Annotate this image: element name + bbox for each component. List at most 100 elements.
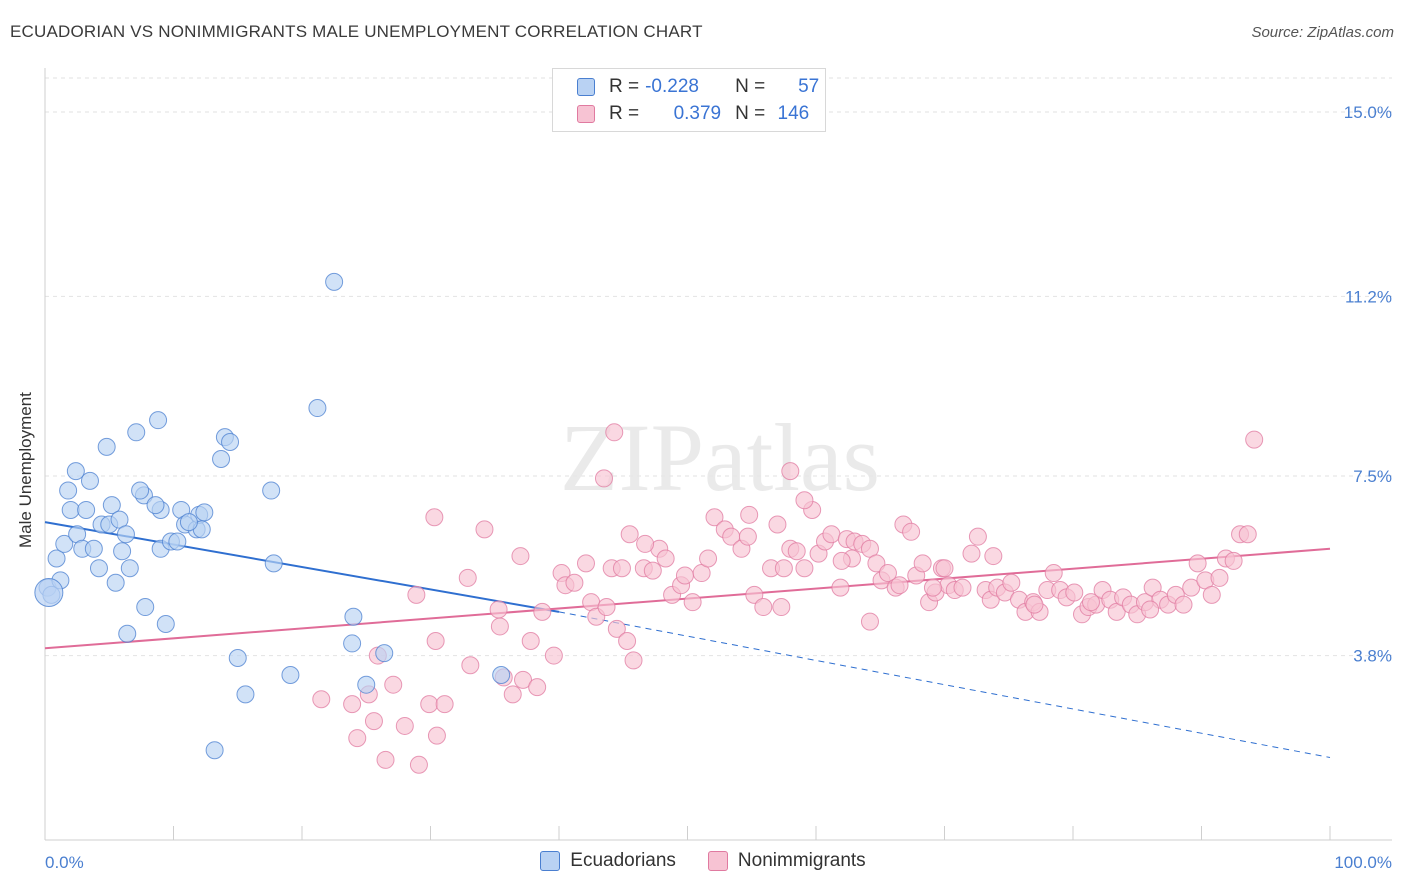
nonimmigrants-point — [458, 568, 477, 587]
series-label-nonimmigrants: Nonimmigrants — [737, 850, 866, 871]
nonimmigrants-point — [395, 716, 414, 735]
nonimmigrants-point — [364, 712, 383, 731]
nonimmigrants-point — [1141, 600, 1160, 619]
ecuadorians-point — [179, 513, 198, 532]
nonimmigrants-point — [511, 547, 530, 566]
ecuadorians-point — [228, 648, 247, 667]
ecuadorians-point — [61, 500, 80, 519]
series-swatch-ecuadorians — [540, 851, 561, 871]
ecuadorians-point — [84, 539, 103, 558]
nonimmigrants-point — [1065, 583, 1084, 602]
ecuadorians-point — [168, 532, 187, 551]
trend-lines — [44, 521, 1331, 758]
nonimmigrants-point — [1210, 568, 1229, 587]
nonimmigrants-point — [935, 559, 954, 578]
legend-r-value: 0.379 — [673, 103, 722, 124]
nonimmigrants-point — [768, 515, 787, 534]
ecuadorians-point — [264, 554, 283, 573]
nonimmigrants-point — [962, 544, 981, 563]
nonimmigrants-point — [407, 585, 426, 604]
legend-swatch-ecuadorians — [577, 78, 595, 96]
nonimmigrants-point — [675, 566, 694, 585]
nonimmigrants-point — [774, 559, 793, 578]
legend-row-nonimmigrants: R = 0.379 N = 146 — [577, 101, 809, 127]
nonimmigrants-point — [594, 469, 613, 488]
ecuadorians-point-large — [34, 577, 64, 607]
ecuadorians-point — [212, 450, 231, 468]
y-tick-label: 15.0% — [1344, 103, 1392, 122]
nonimmigrants-point — [656, 549, 675, 568]
series-label-ecuadorians: Ecuadorians — [570, 850, 676, 871]
nonimmigrants-point — [1182, 578, 1201, 597]
ecuadorians-point — [116, 525, 135, 544]
nonimmigrants-point — [426, 632, 445, 651]
ecuadorians-point — [156, 615, 175, 634]
nonimmigrants-point — [521, 632, 540, 651]
ecuadorians-point — [344, 607, 363, 626]
nonimmigrants-point — [427, 726, 446, 745]
ecuadorians-point — [492, 665, 511, 684]
nonimmigrants-point — [435, 695, 454, 714]
nonimmigrants-point — [787, 542, 806, 561]
nonimmigrants-point — [902, 522, 921, 541]
ecuadorians-point — [77, 500, 96, 519]
nonimmigrants-point — [420, 695, 439, 714]
nonimmigrants-point — [605, 423, 624, 442]
ecuadorians-point — [136, 598, 155, 617]
ecuadorians-point — [149, 411, 168, 430]
nonimmigrants-point — [528, 678, 547, 697]
nonimmigrants-point — [343, 695, 362, 714]
nonimmigrants-point — [489, 600, 508, 619]
ecuadorians-point — [195, 503, 214, 522]
ecuadorians-point — [343, 634, 362, 653]
nonimmigrants-point — [312, 690, 331, 709]
nonimmigrants-point — [1081, 593, 1100, 612]
ecuadorians-point — [47, 549, 66, 568]
y-tick-label: 11.2% — [1345, 287, 1392, 306]
ecuadorians-point — [89, 559, 108, 578]
x-tick-label-max: 100.0% — [1334, 853, 1392, 872]
nonimmigrants-point — [612, 559, 631, 578]
nonimmigrants-point — [1044, 564, 1063, 583]
nonimmigrants-point — [620, 525, 639, 544]
ecuadorians-point — [308, 399, 327, 418]
nonimmigrants-point — [1245, 430, 1264, 449]
legend-swatch-nonimmigrants — [577, 105, 595, 123]
nonimmigrants-point — [867, 554, 886, 573]
ecuadorians-point — [131, 481, 150, 500]
nonimmigrants-point — [831, 578, 850, 597]
nonimmigrants-point — [643, 561, 662, 580]
ecuadorians-point — [66, 462, 85, 481]
nonimmigrants-point — [1174, 595, 1193, 614]
nonimmigrants-point — [772, 598, 791, 617]
chart-source: Source: ZipAtlas.com — [1251, 24, 1394, 41]
nonimmigrants-point — [1188, 554, 1207, 573]
ecuadorians-trend-extension — [558, 611, 1331, 758]
legend-n-label: N = — [735, 76, 766, 97]
y-tick-label: 3.8% — [1353, 647, 1392, 666]
nonimmigrants-point — [533, 602, 552, 621]
series-legend-ecuadorians[interactable]: Ecuadorians — [540, 850, 676, 872]
series-legend-nonimmigrants[interactable]: Nonimmigrants — [707, 850, 866, 872]
tick-labels: 3.8% 7.5% 11.2% 15.0% 0.0% 100.0% — [45, 103, 1392, 872]
nonimmigrants-point — [822, 525, 841, 544]
nonimmigrants-point — [795, 491, 814, 510]
nonimmigrants-point — [624, 651, 643, 670]
x-tick-label-min: 0.0% — [45, 853, 84, 872]
legend-n-value: 146 — [777, 103, 810, 124]
nonimmigrants-point — [754, 598, 773, 617]
ecuadorians-points — [34, 272, 511, 760]
nonimmigrants-point — [832, 551, 851, 570]
nonimmigrants-point — [738, 527, 757, 546]
nonimmigrants-point — [565, 573, 584, 592]
nonimmigrants-point — [705, 508, 724, 527]
nonimmigrants-point — [984, 547, 1003, 566]
nonimmigrants-point — [745, 585, 764, 604]
nonimmigrants-point — [607, 619, 626, 638]
legend-row-ecuadorians: R = -0.228 N = 57 — [577, 74, 819, 100]
ecuadorians-point — [118, 624, 137, 643]
nonimmigrants-points — [312, 423, 1264, 774]
ecuadorians-point — [221, 433, 240, 452]
nonimmigrants-point — [699, 549, 718, 568]
